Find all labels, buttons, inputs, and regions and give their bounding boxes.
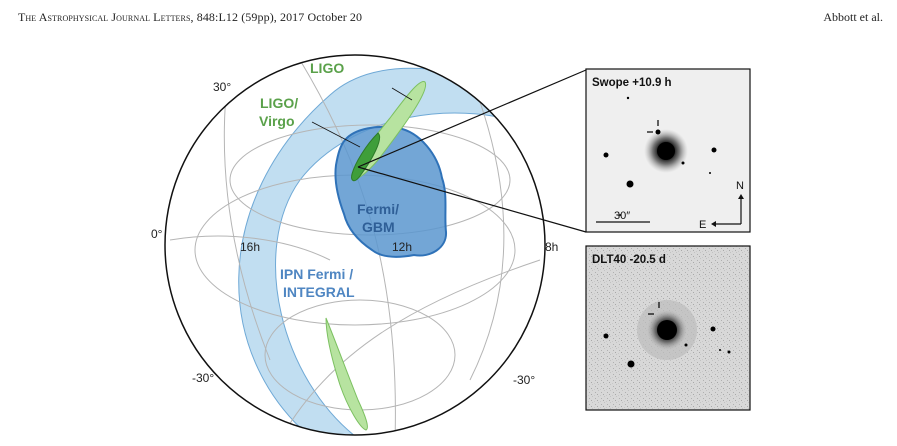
region-labels: LIGO LIGO/ Virgo Fermi/ GBM IPN Fermi / …: [259, 60, 399, 300]
inset-pointer-lines: [357, 69, 587, 233]
ra-label-16h: 16h: [240, 240, 260, 254]
fermi-gbm-label-line1: Fermi/: [357, 201, 399, 217]
swope-transient: [655, 129, 661, 135]
running-header: The Astrophysical Journal Letters, 848:L…: [18, 10, 362, 25]
ra-label-8h: 8h: [545, 240, 558, 254]
coordinate-labels: 30° 0° -30° -30° 16h 12h 8h: [151, 80, 558, 387]
fermi-gbm-region: [334, 125, 448, 258]
ligo-label: LIGO: [310, 60, 344, 76]
dlt40-galaxy-core: [657, 320, 677, 340]
swope-inset: Swope +10.9 h 30″ N E: [585, 68, 751, 233]
east-arrowhead: [711, 221, 716, 227]
scale-bar-label: 30″: [614, 210, 630, 222]
north-arrowhead: [738, 194, 744, 199]
journal-name: The Astrophysical Journal Letters: [18, 10, 191, 24]
ligo-region-south: [325, 317, 368, 431]
dlt40-field-stars: [603, 326, 731, 368]
dec-label-0: 0°: [151, 227, 163, 241]
north-label: N: [736, 180, 744, 192]
celestial-sphere: [164, 54, 546, 436]
ligo-virgo-label-line1: LIGO/: [260, 95, 298, 111]
author-header: Abbott et al.: [823, 10, 883, 24]
ligo-virgo-region: [351, 132, 380, 182]
sky-map-content: [169, 59, 542, 435]
fermi-gbm-label-line2: GBM: [362, 219, 395, 235]
ipn-label-line2: INTEGRAL: [283, 284, 355, 300]
east-label: E: [699, 219, 706, 231]
ligo-virgo-leader: [311, 121, 361, 148]
swope-field-stars: [603, 96, 717, 216]
dlt40-inset: DLT40 -20.5 d: [585, 245, 751, 411]
sphere-outline: [164, 54, 546, 436]
dec-label-30-south-left: -30°: [192, 371, 214, 385]
dlt40-title: DLT40 -20.5 d: [592, 254, 666, 266]
ligo-leader: [391, 87, 413, 101]
dec-label-30-south-right: -30°: [513, 373, 535, 387]
ipn-label-line1: IPN Fermi /: [280, 266, 353, 282]
swope-title: Swope +10.9 h: [592, 77, 672, 89]
swope-galaxy-core: [657, 142, 675, 160]
ligo-virgo-label-line2: Virgo: [259, 113, 295, 129]
citation: , 848:L12 (59pp), 2017 October 20: [190, 10, 363, 24]
ra-label-12h: 12h: [392, 240, 412, 254]
dec-label-30-north: 30°: [213, 80, 231, 94]
